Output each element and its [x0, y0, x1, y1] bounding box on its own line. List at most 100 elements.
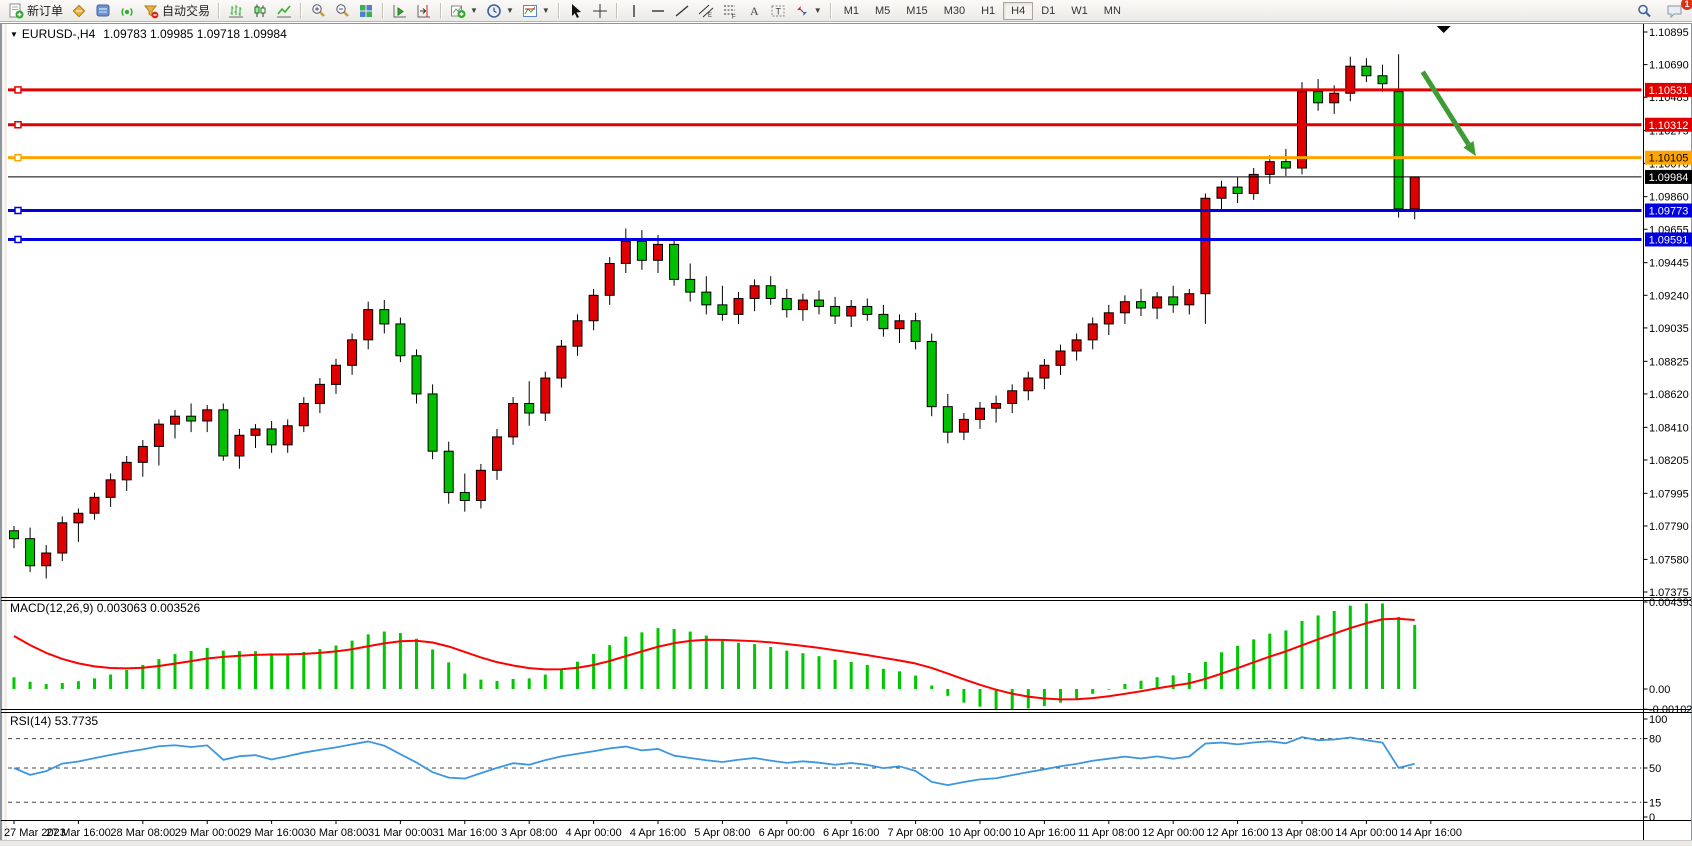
svg-text:1.08410: 1.08410 — [1649, 422, 1689, 434]
hline-1.10105[interactable] — [8, 153, 1642, 162]
toolbar-separator — [829, 2, 832, 19]
market-depth-icon — [96, 4, 110, 16]
hline-1.09773[interactable] — [8, 206, 1642, 215]
svg-text:12 Apr 16:00: 12 Apr 16:00 — [1206, 827, 1268, 839]
horizontal-line-button[interactable] — [646, 1, 670, 21]
svg-text:1.09860: 1.09860 — [1649, 192, 1689, 204]
chart-ohlc-values: 1.09783 1.09985 1.09718 1.09984 — [103, 27, 287, 41]
trendline-button[interactable] — [670, 1, 694, 21]
svg-text:14 Apr 16:00: 14 Apr 16:00 — [1400, 827, 1462, 839]
auto-trading-button[interactable]: 自动交易 — [139, 1, 214, 21]
svg-text:0.004393: 0.004393 — [1649, 597, 1692, 609]
svg-text:80: 80 — [1649, 734, 1661, 746]
periods-button[interactable]: ▼ — [482, 1, 518, 21]
price-axis: 1.108951.106901.104851.102751.100701.098… — [1643, 27, 1692, 824]
timeframe-button-M30[interactable]: M30 — [936, 2, 973, 20]
down-arrow-annotation[interactable] — [1420, 70, 1476, 157]
rsi-value: 53.7735 — [54, 714, 99, 728]
arrows-icon — [796, 5, 807, 16]
panel-borders — [1, 24, 1691, 841]
svg-text:1.10690: 1.10690 — [1649, 60, 1689, 72]
fibonacci-button[interactable]: F — [718, 1, 742, 21]
svg-text:1.09240: 1.09240 — [1649, 290, 1689, 302]
macd-indicator-label: MACD(12,26,9) 0.003063 0.003526 — [10, 601, 200, 615]
timeframe-button-MN[interactable]: MN — [1096, 2, 1129, 20]
svg-text:29 Mar 16:00: 29 Mar 16:00 — [239, 827, 304, 839]
timeframe-button-H4[interactable]: H4 — [1003, 1, 1034, 20]
timeframe-button-W1[interactable]: W1 — [1063, 2, 1096, 20]
new-order-label: 新订单 — [27, 4, 64, 18]
window-bottom-edge — [0, 840, 1692, 846]
hline-1.10312[interactable] — [8, 121, 1642, 129]
timeframe-button-D1[interactable]: D1 — [1033, 2, 1063, 20]
tile-windows-button[interactable] — [354, 1, 378, 21]
equidistant-channel-button[interactable]: E — [694, 1, 718, 21]
timeframe-button-M15[interactable]: M15 — [898, 2, 935, 20]
candlestick-chart-button[interactable] — [248, 1, 272, 21]
auto-scroll-icon — [393, 4, 407, 17]
horizontal-line-icon — [651, 9, 664, 12]
chart-shift-button[interactable] — [412, 1, 436, 21]
rsi-indicator-label: RSI(14) 53.7735 — [10, 714, 98, 728]
text-icon: A — [750, 4, 759, 18]
price-badge-1.10531: 1.10531 — [1645, 82, 1692, 97]
svg-text:0.00: 0.00 — [1649, 684, 1670, 696]
hline-1.10531[interactable] — [8, 86, 1642, 94]
text-button[interactable]: A — [742, 1, 766, 21]
bar-chart-button[interactable] — [224, 1, 248, 21]
text-label-button[interactable]: T — [766, 1, 790, 21]
new-order-icon — [9, 3, 24, 18]
arrows-button[interactable]: ▼ — [790, 1, 826, 21]
vertical-line-button[interactable] — [622, 1, 646, 21]
svg-text:15: 15 — [1649, 797, 1661, 809]
svg-text:1.10531: 1.10531 — [1649, 85, 1689, 97]
dropdown-caret-icon: ▼ — [813, 6, 822, 15]
templates-button[interactable]: ▼ — [518, 1, 554, 21]
chart-shift-marker[interactable] — [1436, 26, 1451, 33]
indicators-icon — [451, 5, 466, 18]
price-badge-1.10105: 1.10105 — [1645, 150, 1692, 165]
svg-text:27 Mar 2023: 27 Mar 2023 — [4, 827, 66, 839]
zoom-in-button[interactable] — [306, 1, 330, 21]
hline-1.09591[interactable] — [8, 235, 1642, 244]
svg-text:1.09445: 1.09445 — [1649, 258, 1689, 270]
bid-price-badge: 1.09984 — [1645, 169, 1692, 184]
market-depth-button[interactable] — [91, 1, 115, 21]
dropdown-caret-icon: ▼ — [541, 6, 550, 15]
svg-text:6 Apr 00:00: 6 Apr 00:00 — [759, 827, 815, 839]
toolbar-separator — [557, 2, 560, 19]
svg-text:1.08205: 1.08205 — [1649, 455, 1689, 467]
auto-scroll-button[interactable] — [388, 1, 412, 21]
vertical-line-icon — [633, 4, 635, 17]
search-button[interactable] — [1632, 1, 1656, 21]
timeframe-button-M5[interactable]: M5 — [867, 2, 898, 20]
svg-text:0: 0 — [1649, 812, 1655, 824]
svg-text:F: F — [732, 14, 736, 19]
svg-text:3 Apr 08:00: 3 Apr 08:00 — [501, 827, 557, 839]
zoom-out-icon — [336, 3, 349, 17]
svg-text:50: 50 — [1649, 763, 1661, 775]
cursor-icon — [571, 3, 581, 18]
svg-text:13 Apr 08:00: 13 Apr 08:00 — [1271, 827, 1333, 839]
tile-windows-icon — [360, 4, 373, 17]
timeframe-button-M1[interactable]: M1 — [836, 2, 867, 20]
data-window-button[interactable] — [67, 1, 91, 21]
price-badge-1.10312: 1.10312 — [1645, 117, 1692, 132]
crosshair-button[interactable] — [588, 1, 612, 21]
svg-text:1.09035: 1.09035 — [1649, 323, 1689, 335]
indicators-button[interactable]: ▼ — [446, 1, 482, 21]
signals-button[interactable] — [115, 1, 139, 21]
toolbar-separator — [440, 2, 443, 19]
quick-trade-toggle-icon[interactable]: ▼ — [10, 30, 18, 39]
cursor-button[interactable] — [564, 1, 588, 21]
toolbar-separator — [218, 2, 221, 19]
line-chart-button[interactable] — [272, 1, 296, 21]
new-order-button[interactable]: 新订单 — [4, 1, 67, 21]
bar-chart-icon — [229, 4, 244, 17]
rsi-line — [13, 736, 1415, 787]
text-label-icon: T — [771, 5, 785, 16]
timeframe-button-H1[interactable]: H1 — [973, 2, 1003, 20]
zoom-out-button[interactable] — [330, 1, 354, 21]
